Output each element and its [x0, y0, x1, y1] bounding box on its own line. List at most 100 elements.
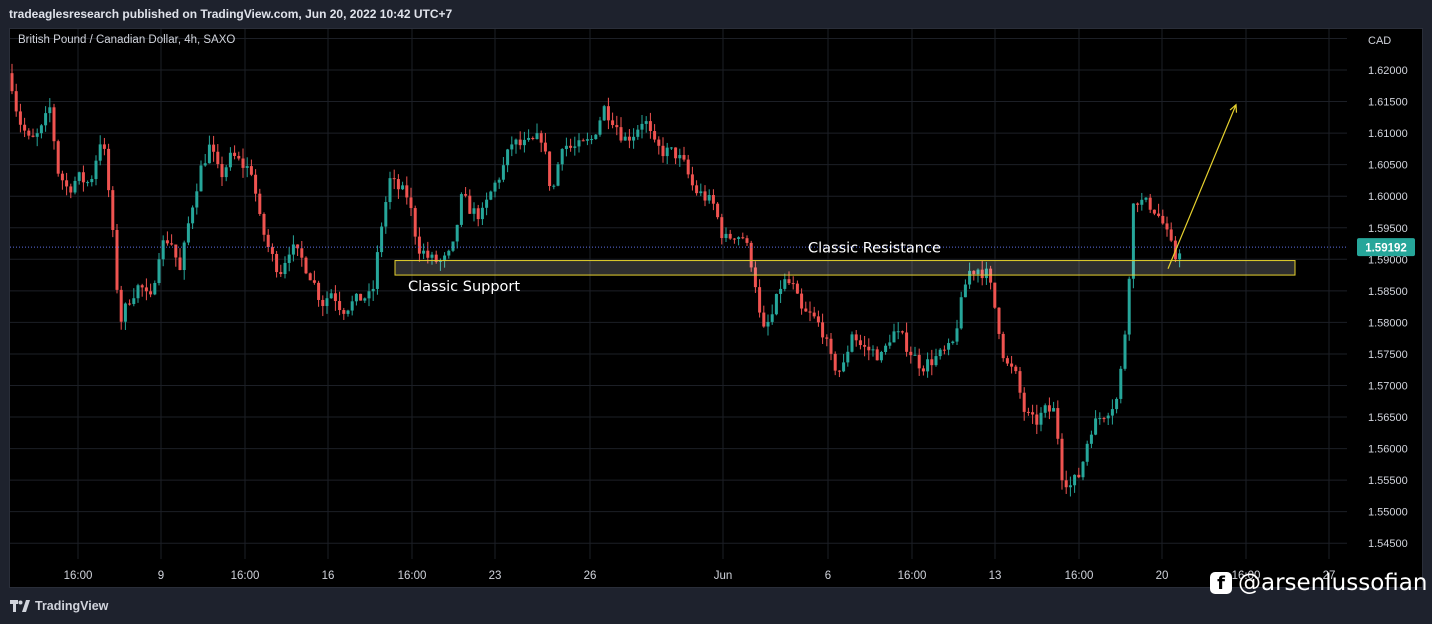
y-tick-label: 1.61500	[1368, 97, 1408, 109]
tradingview-brand: TradingView	[35, 599, 109, 613]
candle-body	[333, 293, 337, 302]
candle-body	[123, 303, 127, 322]
candle-body	[997, 307, 1001, 334]
candle-body	[724, 233, 728, 239]
candle-body	[787, 279, 791, 284]
candle-body	[132, 298, 136, 305]
y-tick-label: 1.60000	[1368, 191, 1408, 203]
author-watermark: f @arsenlussofian	[1210, 570, 1427, 596]
publisher-bar: tradeaglesresearch published on TradingV…	[0, 0, 1432, 28]
candle-body	[623, 136, 627, 141]
candle-body	[640, 123, 644, 130]
candle-body	[304, 257, 308, 274]
candle-body	[934, 356, 938, 366]
candle-body	[107, 148, 111, 191]
candle-body	[216, 151, 220, 165]
candle-body	[455, 224, 459, 242]
candle-body	[245, 166, 249, 168]
candle-body	[573, 146, 577, 148]
candle-body	[779, 288, 783, 294]
candle-body	[1119, 368, 1123, 399]
candle-body	[506, 149, 510, 166]
candle-body	[968, 270, 972, 285]
candle-body	[594, 134, 598, 140]
candle-body	[489, 191, 493, 200]
tradingview-logo[interactable]: TradingView	[10, 599, 108, 613]
y-tick-label: 1.61000	[1368, 128, 1408, 140]
candlestick-chart[interactable]: CAD 1.54500 1.55000 1.55500 1.56000 1.56500 1.…	[10, 29, 1424, 589]
candle-body	[14, 91, 18, 112]
candle-body	[569, 145, 573, 148]
candle-body	[686, 159, 690, 175]
candle-body	[900, 331, 904, 333]
candle-body	[808, 311, 812, 313]
candle-body	[1123, 334, 1127, 369]
candle-body	[825, 337, 829, 339]
x-tick-label: 6	[825, 570, 831, 582]
candle-body	[237, 155, 241, 159]
candle-body	[816, 316, 820, 323]
candle-body	[296, 244, 300, 249]
candle-body	[275, 253, 279, 273]
tradingview-icon	[10, 600, 30, 612]
candle-body	[858, 340, 862, 346]
candle-body	[728, 233, 732, 239]
y-tick-label: 1.56500	[1368, 412, 1408, 424]
candle-body	[846, 351, 850, 363]
candle-body	[413, 208, 417, 237]
candle-body	[325, 298, 329, 307]
candle-body	[879, 351, 883, 361]
candle-body	[94, 160, 98, 180]
candle-body	[338, 301, 342, 311]
candle-body	[1022, 392, 1026, 412]
candle-body	[312, 280, 316, 283]
candle-body	[745, 238, 749, 243]
candle-body	[1014, 366, 1018, 372]
candle-body	[1039, 412, 1043, 425]
candle-body	[77, 172, 81, 181]
candle-body	[102, 144, 106, 149]
candle-body	[930, 359, 934, 366]
y-tick-label: 1.59000	[1368, 254, 1408, 266]
candle-body	[1077, 474, 1081, 478]
candle-body	[821, 322, 825, 338]
watermark-handle: @arsenlussofian	[1238, 570, 1428, 596]
candle-body	[497, 179, 501, 183]
candle-body	[518, 139, 522, 146]
candle-body	[258, 193, 262, 214]
candle-body	[300, 248, 304, 258]
candle-body	[829, 338, 833, 354]
y-tick-label: 1.59500	[1368, 223, 1408, 235]
candle-body	[371, 288, 375, 292]
candle-body	[707, 195, 711, 201]
candle-body	[430, 254, 434, 258]
candle-body	[766, 321, 770, 327]
candle-body	[56, 141, 60, 174]
candle-body	[976, 269, 980, 275]
candle-body	[480, 207, 484, 220]
candle-body	[48, 107, 52, 114]
candle-body	[1056, 408, 1060, 439]
candle-body	[1098, 418, 1102, 420]
candle-body	[1110, 409, 1114, 416]
candle-body	[270, 247, 274, 254]
candle-body	[98, 144, 102, 161]
candle-body	[661, 145, 665, 157]
candle-body	[938, 349, 942, 357]
candle-body	[669, 147, 673, 149]
y-tick-label: 1.55000	[1368, 507, 1408, 519]
candle-body	[254, 174, 258, 194]
candle-body	[384, 202, 388, 227]
candle-body	[682, 155, 686, 160]
chart-area[interactable]: CAD 1.54500 1.55000 1.55500 1.56000 1.56500 1.…	[9, 28, 1423, 588]
x-tick-label: 16:00	[898, 570, 927, 582]
candle-body	[501, 165, 505, 180]
candle-body	[850, 334, 854, 352]
candle-body	[493, 182, 497, 192]
candle-body	[39, 125, 43, 134]
candle-body	[720, 217, 724, 239]
candle-body	[619, 127, 623, 141]
candle-body	[963, 284, 967, 298]
candle-body	[426, 250, 430, 258]
candle-body	[1115, 398, 1119, 410]
